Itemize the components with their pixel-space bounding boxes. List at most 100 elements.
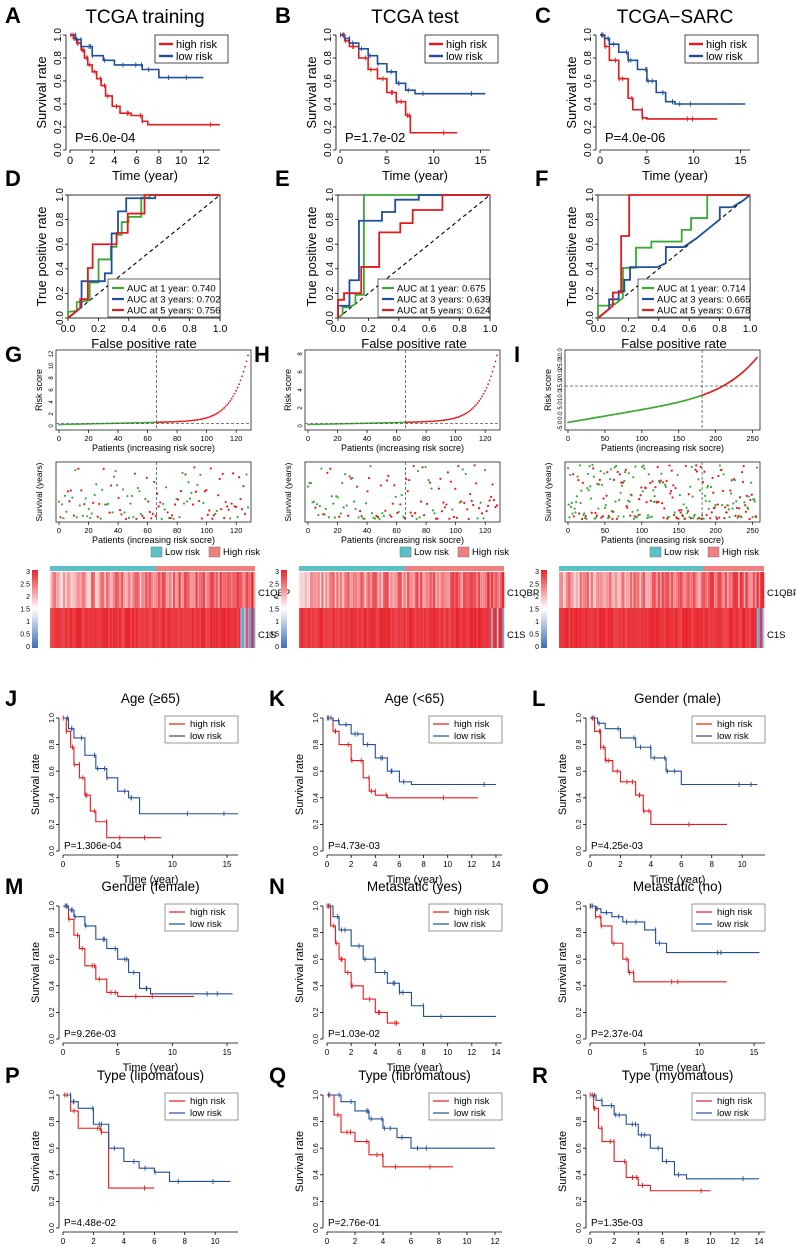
heat-cell <box>572 608 575 648</box>
risk-point <box>397 421 400 424</box>
heat-cell <box>165 572 168 608</box>
survival-point <box>118 509 122 512</box>
risk-point <box>342 422 345 425</box>
survival-point <box>575 495 578 498</box>
risk-point <box>139 421 142 424</box>
heat-cell <box>77 572 81 608</box>
survival-point <box>612 478 616 481</box>
survival-point <box>208 509 211 512</box>
heat-cell <box>384 572 387 608</box>
survival-point <box>632 476 635 479</box>
y-tick-label: 0.2 <box>585 286 596 300</box>
survival-point <box>652 500 656 503</box>
survival-point <box>202 501 205 505</box>
heat-cell <box>496 572 499 608</box>
risk-point <box>454 417 457 419</box>
heat-cell <box>76 572 79 608</box>
series-high-risk <box>63 717 162 839</box>
survival-point <box>93 493 96 497</box>
heat-cell <box>133 608 137 648</box>
risk-point <box>202 417 205 420</box>
heat-cell <box>133 572 137 608</box>
x-tick-label: 15 <box>223 860 232 869</box>
p-value: P=1.7e-02 <box>345 130 405 145</box>
y-tick-label: 0.6 <box>313 1143 320 1153</box>
y-axis-label: Survival rate <box>557 754 569 815</box>
heat-cell <box>420 572 423 608</box>
survival-point <box>132 515 135 519</box>
risk-point <box>323 423 326 426</box>
survival-point <box>676 473 679 477</box>
heat-cell <box>325 572 328 608</box>
heat-cell <box>560 572 564 608</box>
heat-cell <box>721 572 724 608</box>
x-tick-label: 14 <box>492 1048 501 1057</box>
heat-cell <box>87 572 90 608</box>
risk-point <box>183 420 185 423</box>
survival-point <box>704 499 707 503</box>
heat-cell <box>232 608 235 648</box>
survival-point <box>440 510 444 513</box>
heat-cell <box>592 572 595 608</box>
heat-cell <box>191 572 194 608</box>
heat-cell <box>481 572 484 608</box>
survival-point <box>66 490 70 493</box>
survival-point <box>306 485 310 488</box>
heat-cell <box>598 572 601 608</box>
heat-cell <box>340 572 343 608</box>
heat-cell <box>70 608 73 648</box>
risk-point <box>458 415 461 418</box>
heat-cell <box>737 572 741 608</box>
heat-cell <box>137 572 140 608</box>
heat-cell <box>117 572 120 608</box>
heat-cell <box>564 608 567 648</box>
heat-cell <box>601 608 605 648</box>
survival-point <box>638 497 641 501</box>
x-tick-label: 20 <box>333 434 341 443</box>
legend-box <box>107 278 221 318</box>
x-tick-label: 5 <box>384 155 390 167</box>
heat-cell <box>300 572 304 608</box>
risk-point <box>409 421 412 424</box>
y-tick-label: 0.6 <box>55 237 66 251</box>
risk-point <box>205 417 208 419</box>
y-axis-label: True positive rate <box>34 207 49 307</box>
survival-point <box>191 503 195 506</box>
reference-diagonal <box>67 194 221 319</box>
heat-cell <box>500 572 503 608</box>
y-tick-label: 25.0 <box>558 358 564 370</box>
risk-point <box>186 420 188 422</box>
risk-point <box>232 395 235 398</box>
chart-title: TCGA training <box>85 7 204 28</box>
survival-point <box>205 488 208 492</box>
heat-cell <box>600 608 603 648</box>
risk-point <box>463 413 466 416</box>
heat-cell <box>338 608 341 648</box>
heat-cell <box>74 608 77 648</box>
risk-point <box>461 414 464 417</box>
heat-cell <box>187 572 191 608</box>
heat-cell <box>568 572 571 608</box>
heat-cell <box>502 572 505 608</box>
survival-point <box>157 505 160 508</box>
heat-cell <box>325 608 328 648</box>
scale-tick-label: 3 <box>26 569 30 576</box>
survival-point <box>478 507 481 510</box>
survival-point <box>570 501 573 505</box>
heat-cell <box>676 608 679 648</box>
roc-panel-D: D0.00.00.20.20.40.40.60.60.80.81.01.0Tru… <box>5 166 227 351</box>
legend-label-high: high risk <box>717 719 753 730</box>
survival-point <box>578 512 581 515</box>
survival-point <box>145 476 148 479</box>
x-tick-label: 4 <box>373 860 378 869</box>
heat-cell <box>665 572 668 608</box>
survival-point <box>455 516 458 519</box>
risk-point <box>415 421 418 423</box>
survival-point <box>243 512 247 515</box>
heat-cell <box>485 572 488 608</box>
heat-cell <box>189 572 192 608</box>
p-value: P=4.0e-06 <box>605 130 665 145</box>
survival-point <box>86 515 89 518</box>
heat-cell <box>124 572 127 608</box>
